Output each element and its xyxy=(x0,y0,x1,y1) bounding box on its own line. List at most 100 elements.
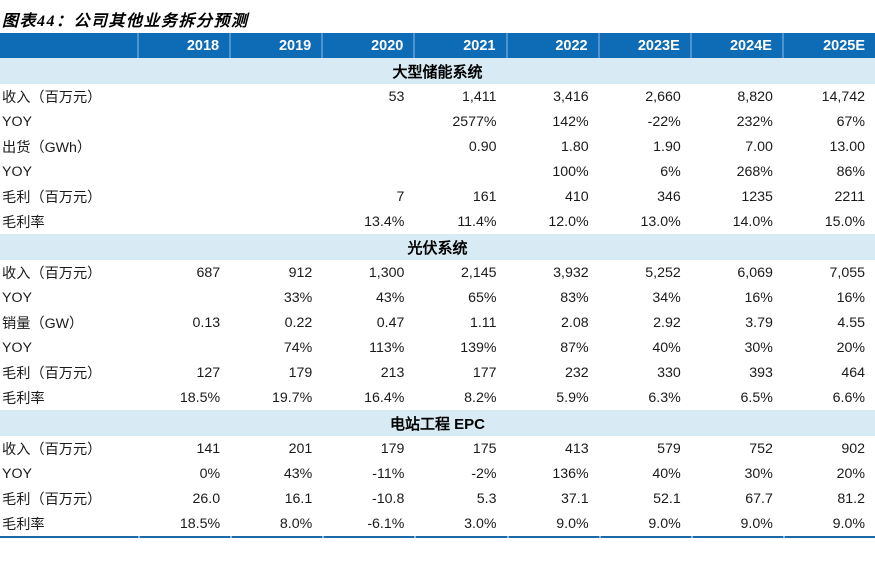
table-row: 收入（百万元） 53 1,411 3,416 2,660 8,820 14,742 xyxy=(0,84,875,109)
value-cell: 8,820 xyxy=(737,88,773,105)
year-column-header: 2021 xyxy=(413,33,507,58)
border-tick xyxy=(230,536,232,538)
border-tick xyxy=(691,536,693,538)
value-cell: 127 xyxy=(196,364,221,381)
table-row: YOY 100% 6% 268% 86% xyxy=(0,159,875,184)
value-cell: 161 xyxy=(472,188,497,205)
table-row: YOY 2577% 142% -22% 232% 67% xyxy=(0,109,875,134)
row-label: 毛利率 xyxy=(2,390,45,407)
value-cell: 464 xyxy=(841,364,865,381)
value-cell: -10.8 xyxy=(372,490,405,507)
row-label: 毛利（百万元） xyxy=(2,189,102,206)
value-cell: 18.5% xyxy=(179,389,221,406)
value-cell: 0.13 xyxy=(192,314,221,331)
value-cell: 113% xyxy=(369,339,405,356)
value-cell: 5.3 xyxy=(476,490,497,507)
value-cell: -2% xyxy=(471,465,497,482)
row-label: 收入（百万元） xyxy=(2,441,102,458)
value-cell: 6.5% xyxy=(740,389,773,406)
table-row: YOY 33% 43% 65% 83% 34% 16% 16% xyxy=(0,285,875,310)
table-row: 收入（百万元） 687 912 1,300 2,145 3,932 5,252 6,069 7,… xyxy=(0,260,875,285)
value-cell: 40% xyxy=(652,465,681,482)
border-tick xyxy=(507,536,509,538)
value-cell xyxy=(230,134,322,159)
value-cell: 14,742 xyxy=(821,88,865,105)
year-column-header: 2018 xyxy=(136,33,231,58)
value-cell: 16% xyxy=(744,289,773,306)
year-column-header: 2020 xyxy=(321,33,415,58)
row-label: YOY xyxy=(2,113,32,130)
value-cell: 13.00 xyxy=(829,138,865,155)
value-cell: 141 xyxy=(196,440,221,457)
row-label: 收入（百万元） xyxy=(2,89,102,106)
value-cell: 2,145 xyxy=(460,264,497,281)
value-cell: 100% xyxy=(552,163,589,180)
row-label: YOY xyxy=(2,339,32,356)
section-row: 大型储能系统 xyxy=(0,58,875,84)
value-cell: 81.2 xyxy=(837,490,865,507)
value-cell xyxy=(322,159,414,184)
row-label: 毛利（百万元） xyxy=(2,365,102,382)
value-cell: 43% xyxy=(375,289,405,306)
value-cell: 175 xyxy=(472,440,497,457)
table-bottom-border xyxy=(0,536,875,538)
value-cell: 6% xyxy=(660,163,681,180)
value-cell: 2577% xyxy=(452,113,497,130)
row-label: 毛利率 xyxy=(2,214,45,231)
value-cell xyxy=(322,109,414,134)
value-cell: 30% xyxy=(744,339,773,356)
value-cell: -22% xyxy=(647,113,681,130)
value-cell: 9.0% xyxy=(648,515,681,532)
value-cell: 1.11 xyxy=(469,314,497,331)
value-cell: 1.80 xyxy=(561,138,589,155)
header-label-spacer xyxy=(0,33,138,58)
row-label: 毛利率 xyxy=(2,516,45,533)
value-cell: 67% xyxy=(836,113,865,130)
value-cell: 43% xyxy=(283,465,313,482)
value-cell: 179 xyxy=(380,440,405,457)
value-cell: 1,411 xyxy=(462,88,497,105)
value-cell: 2.08 xyxy=(561,314,589,331)
value-cell: 4.55 xyxy=(837,314,865,331)
value-cell xyxy=(138,285,230,310)
value-cell: 902 xyxy=(841,440,865,457)
value-cell: 16.4% xyxy=(364,389,405,406)
value-cell: -6.1% xyxy=(367,515,405,532)
value-cell: 20% xyxy=(836,339,865,356)
value-cell: 912 xyxy=(288,264,313,281)
value-cell: 213 xyxy=(380,364,405,381)
year-column-header: 2025E xyxy=(781,33,875,58)
table-row: YOY 0% 43% -11% -2% 136% 40% 30% 20% xyxy=(0,461,875,486)
year-column-header: 2019 xyxy=(229,33,323,58)
row-label: 毛利（百万元） xyxy=(2,491,102,508)
row-label: 出货（GWh） xyxy=(2,139,92,156)
value-cell: 30% xyxy=(744,465,773,482)
year-column-header: 2022 xyxy=(505,33,599,58)
value-cell: 177 xyxy=(472,364,497,381)
value-cell xyxy=(138,184,230,209)
value-cell: 232 xyxy=(564,364,589,381)
section-header: 电站工程 EPC xyxy=(0,410,875,436)
section-row: 光伏系统 xyxy=(0,234,875,260)
value-cell: 11.4% xyxy=(457,213,497,230)
value-cell: -11% xyxy=(372,465,405,482)
value-cell xyxy=(138,159,230,184)
table-row: 毛利（百万元） 127 179 213 177 232 330 393 464 xyxy=(0,360,875,385)
value-cell: 19.7% xyxy=(272,389,313,406)
value-cell xyxy=(138,84,230,109)
value-cell: 67.7 xyxy=(745,490,773,507)
value-cell: 53 xyxy=(388,88,405,105)
value-cell: 579 xyxy=(657,440,681,457)
value-cell: 16.1 xyxy=(284,490,313,507)
value-cell: 8.2% xyxy=(464,389,497,406)
value-cell: 87% xyxy=(560,339,589,356)
value-cell: 268% xyxy=(736,163,773,180)
value-cell: 5,252 xyxy=(645,264,681,281)
value-cell: 14.0% xyxy=(732,213,773,230)
row-label: 销量（GW） xyxy=(2,315,84,332)
value-cell: 7,055 xyxy=(829,264,865,281)
value-cell xyxy=(414,159,506,184)
value-cell: 3.79 xyxy=(745,314,773,331)
value-cell xyxy=(138,335,230,360)
value-cell: 2.92 xyxy=(653,314,681,331)
